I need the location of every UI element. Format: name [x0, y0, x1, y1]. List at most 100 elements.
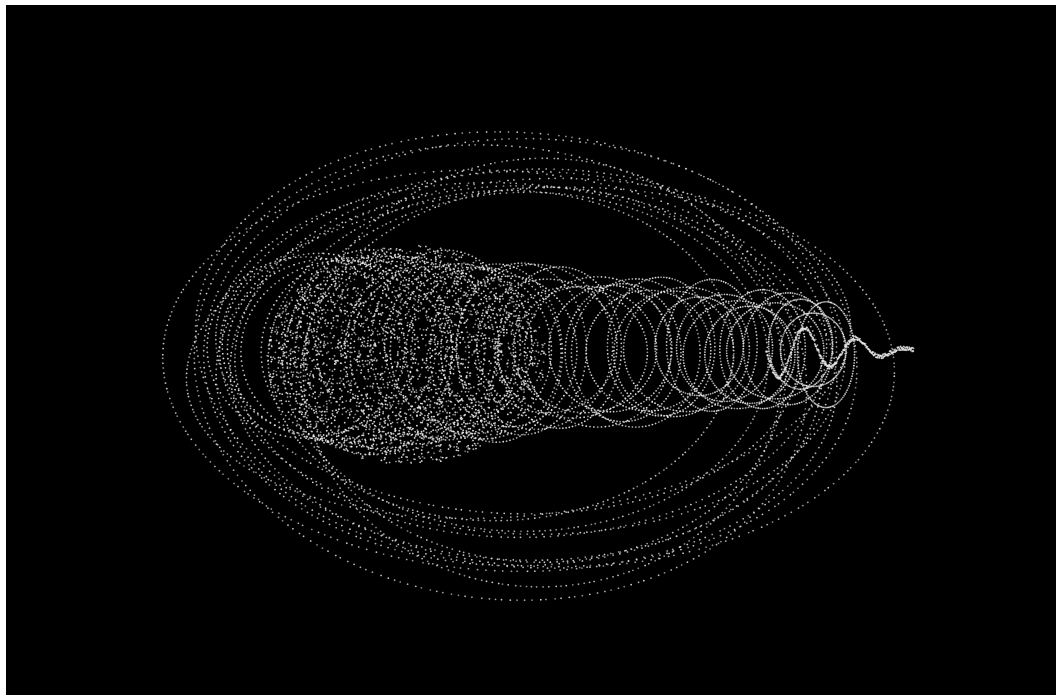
- trail-dot: [242, 286, 245, 288]
- trail-dot: [439, 520, 442, 523]
- trail-dot: [669, 213, 671, 216]
- trail-dot: [744, 287, 747, 290]
- trail-dot: [260, 427, 262, 430]
- trail-dot: [165, 387, 168, 390]
- trail-dot: [402, 542, 405, 545]
- trail-dot: [750, 265, 752, 267]
- trail-dot: [422, 516, 425, 518]
- trail-dot: [820, 370, 823, 372]
- trail-dot: [206, 341, 209, 344]
- trail-dot: [759, 261, 762, 263]
- trail-dot: [229, 464, 232, 466]
- trail-dot: [212, 314, 215, 316]
- trail-dot: [473, 308, 476, 311]
- render-viewport[interactable]: [6, 5, 1056, 695]
- trail-dot: [818, 446, 820, 449]
- trail-dot: [713, 204, 716, 207]
- trail-dot: [266, 225, 268, 228]
- trail-dot: [558, 565, 560, 568]
- trail-dot: [313, 496, 316, 499]
- trail-dot: [431, 135, 434, 138]
- trail-dot: [411, 261, 414, 264]
- trail-dot: [304, 286, 306, 289]
- trail-dot: [380, 574, 382, 577]
- trail-dot: [439, 261, 442, 264]
- trail-dot: [189, 352, 192, 355]
- trail-dot: [291, 387, 293, 390]
- trail-dot: [883, 324, 886, 326]
- trail-dot: [489, 162, 492, 165]
- trail-dot: [223, 324, 226, 327]
- trail-dot: [810, 404, 813, 407]
- trail-dot: [351, 251, 354, 253]
- trail-dot: [320, 454, 322, 456]
- trail-dot: [600, 192, 603, 194]
- trail-dot: [586, 566, 588, 569]
- trail-dot: [423, 555, 425, 558]
- trail-dot: [446, 350, 449, 353]
- trail-dot: [457, 283, 459, 286]
- trail-dot: [759, 317, 762, 319]
- trail-dot: [381, 196, 384, 199]
- trail-dot: [802, 423, 804, 425]
- trail-dot: [381, 224, 384, 227]
- trail-dot: [278, 202, 281, 205]
- trail-dot: [713, 517, 716, 520]
- trail-dot: [673, 493, 676, 496]
- trail-dot: [579, 508, 581, 510]
- trail-dot: [635, 199, 637, 202]
- trail-dot: [375, 207, 378, 210]
- trail-dot: [777, 296, 780, 299]
- trail-dot: [453, 270, 456, 273]
- trail-dot: [403, 276, 406, 279]
- trail-dot: [404, 521, 406, 524]
- trail-dot: [214, 465, 216, 468]
- trail-dot: [658, 472, 661, 475]
- trail-dot: [345, 496, 348, 498]
- trail-dot: [293, 263, 295, 266]
- trail-dot: [202, 283, 205, 286]
- trail-dot: [801, 483, 804, 486]
- trail-dot: [847, 346, 849, 349]
- trail-dot: [796, 444, 798, 446]
- trail-dot: [724, 211, 727, 214]
- trail-dot: [394, 191, 397, 194]
- trail-dot: [324, 509, 327, 511]
- trail-dot: [192, 344, 194, 347]
- trail-dot: [274, 467, 276, 470]
- trail-dot: [473, 183, 476, 186]
- trail-dot: [563, 510, 566, 513]
- trail-dot: [453, 280, 456, 282]
- trail-dot: [639, 176, 642, 179]
- trail-dot: [236, 335, 239, 338]
- trail-dot: [309, 495, 312, 498]
- trail-dot: [544, 564, 547, 566]
- trail-dot: [241, 422, 244, 425]
- trail-dot: [584, 556, 587, 559]
- trail-dot: [496, 512, 499, 514]
- trail-dot: [512, 532, 515, 535]
- trail-dot: [237, 389, 240, 392]
- trail-dot: [503, 169, 506, 172]
- trail-dot: [255, 471, 257, 474]
- trail-dot: [401, 508, 404, 510]
- trail-dot: [764, 334, 767, 336]
- trail-dot: [839, 433, 842, 435]
- trail-dot: [259, 286, 261, 289]
- trail-dot: [738, 262, 741, 264]
- trail-dot: [234, 243, 237, 246]
- trail-dot: [696, 207, 698, 210]
- trail-dot: [231, 345, 234, 348]
- trail-dot: [442, 419, 445, 422]
- trail-dot: [249, 417, 252, 420]
- trail-dot: [427, 261, 429, 264]
- trail-dot: [374, 269, 377, 272]
- trail-dot: [635, 189, 637, 192]
- trail-dot: [673, 554, 675, 557]
- trail-dot: [715, 543, 718, 546]
- trail-dot: [450, 558, 453, 560]
- trail-dot: [385, 267, 387, 270]
- trail-dot: [889, 399, 892, 402]
- trail-dot: [283, 482, 286, 485]
- trail-dot: [404, 284, 406, 287]
